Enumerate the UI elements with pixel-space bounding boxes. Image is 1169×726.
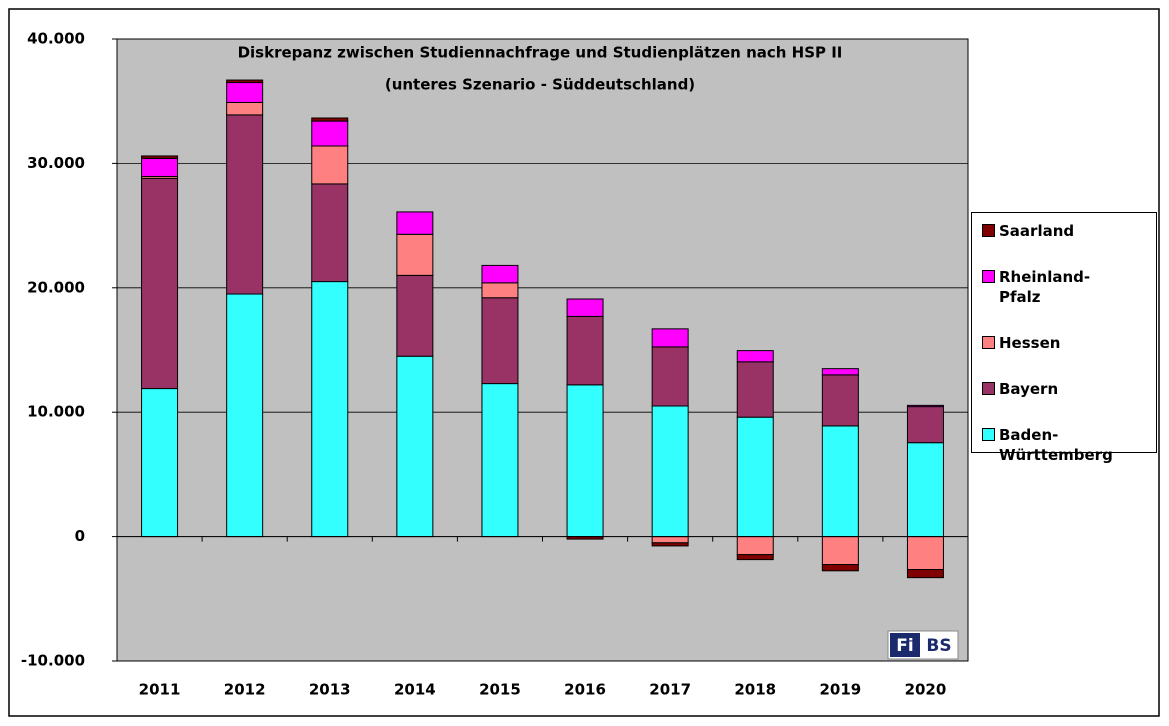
- bar: [736, 416, 774, 538]
- x-tick-label: 2019: [819, 681, 861, 699]
- bar: [311, 145, 349, 185]
- legend-item: Hessen: [982, 333, 1156, 353]
- logo-left-bg: [890, 633, 920, 657]
- bar: [481, 282, 519, 299]
- legend-item: Rheinland-Pfalz: [982, 267, 1156, 307]
- logo-left: Fi: [896, 636, 913, 656]
- bar: [651, 328, 689, 348]
- x-tick-label: 2015: [479, 681, 521, 699]
- legend-label: Bayern: [999, 380, 1059, 398]
- x-tick-label: 2020: [905, 681, 947, 699]
- legend-swatch: [982, 428, 995, 441]
- chart-subtitle: (unteres Szenario - Süddeutschland): [385, 76, 695, 94]
- y-tick-label: -10.000: [21, 652, 85, 670]
- bar: [481, 383, 519, 538]
- bar: [396, 211, 434, 235]
- x-tick-label: 2013: [309, 681, 351, 699]
- frame: [8, 8, 1160, 717]
- chart-title: Diskrepanz zwischen Studiennachfrage und…: [238, 44, 843, 62]
- bar: [226, 293, 264, 538]
- legend-label: Baden-Württemberg: [999, 426, 1113, 464]
- y-tick-label: 0: [75, 527, 85, 545]
- x-tick-label: 2011: [139, 681, 181, 699]
- bar: [736, 536, 774, 556]
- x-tick-label: 2017: [649, 681, 691, 699]
- bar: [481, 297, 519, 385]
- bar: [651, 405, 689, 538]
- x-tick-label: 2012: [224, 681, 266, 699]
- x-tick-label: 2014: [394, 681, 436, 699]
- bar: [311, 281, 349, 538]
- bar: [651, 536, 689, 544]
- bar: [226, 114, 264, 295]
- bar: [736, 361, 774, 418]
- bar: [566, 384, 604, 538]
- y-tick-label: 10.000: [27, 403, 85, 421]
- bar: [906, 536, 944, 571]
- legend-label: Hessen: [999, 334, 1061, 352]
- bar: [821, 425, 859, 538]
- bar: [141, 388, 179, 538]
- legend: Saarland Rheinland-Pfalz Hessen Bayern Baden…: [971, 212, 1157, 464]
- bar: [481, 264, 519, 284]
- y-tick-label: 30.000: [27, 154, 85, 172]
- bar: [821, 368, 859, 376]
- bar: [906, 442, 944, 538]
- logo-right: BS: [926, 636, 951, 656]
- bar: [736, 554, 774, 561]
- bar: [226, 79, 264, 84]
- legend-swatch: [982, 382, 995, 395]
- legend-item: Saarland: [982, 221, 1156, 241]
- bar: [396, 355, 434, 538]
- legend-swatch: [982, 270, 995, 283]
- bar: [226, 101, 264, 116]
- bar: [906, 406, 944, 444]
- bar: [906, 569, 944, 579]
- legend-label: Saarland: [999, 222, 1075, 240]
- y-tick-label: 40.000: [27, 30, 85, 48]
- bar: [651, 346, 689, 407]
- bar: [821, 536, 859, 566]
- x-tick-label: 2018: [734, 681, 776, 699]
- bar: [226, 82, 264, 103]
- plot: [112, 38, 969, 662]
- bar: [906, 404, 944, 408]
- bar: [311, 183, 349, 283]
- legend-swatch: [982, 224, 995, 237]
- bar: [396, 233, 434, 276]
- bar: [396, 274, 434, 357]
- bar: [311, 117, 349, 122]
- legend-item: Baden-Württemberg: [982, 425, 1156, 465]
- bar: [141, 157, 179, 177]
- legend-swatch: [982, 336, 995, 349]
- legend-item: Bayern: [982, 379, 1156, 399]
- bar: [566, 315, 604, 386]
- legend-label: Rheinland-Pfalz: [999, 268, 1091, 306]
- bar: [821, 564, 859, 572]
- y-tick-label: 20.000: [27, 278, 85, 296]
- bar: [821, 374, 859, 427]
- bar: [141, 177, 179, 390]
- bar: [311, 120, 349, 147]
- bar: [736, 350, 774, 363]
- x-tick-label: 2016: [564, 681, 606, 699]
- bar: [141, 155, 179, 159]
- bar: [566, 298, 604, 317]
- bar: [651, 542, 689, 547]
